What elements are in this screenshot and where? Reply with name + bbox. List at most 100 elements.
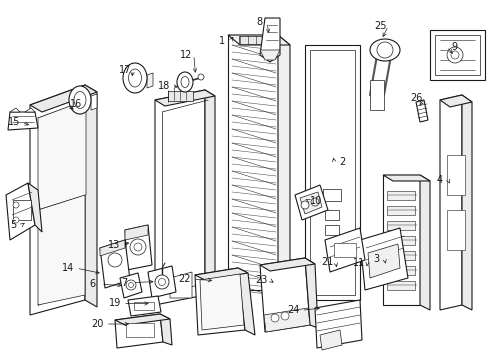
Ellipse shape bbox=[177, 72, 193, 92]
Polygon shape bbox=[278, 35, 289, 300]
Polygon shape bbox=[359, 228, 407, 290]
Text: 18: 18 bbox=[157, 81, 170, 91]
Polygon shape bbox=[125, 225, 148, 240]
Circle shape bbox=[281, 312, 288, 320]
Polygon shape bbox=[25, 108, 35, 112]
Polygon shape bbox=[160, 314, 172, 345]
Polygon shape bbox=[155, 90, 215, 106]
Polygon shape bbox=[227, 35, 289, 45]
Text: 11: 11 bbox=[352, 258, 365, 268]
Circle shape bbox=[108, 253, 122, 267]
Polygon shape bbox=[305, 45, 359, 300]
Polygon shape bbox=[367, 244, 399, 278]
Text: 5: 5 bbox=[11, 220, 17, 230]
Circle shape bbox=[126, 280, 136, 290]
Polygon shape bbox=[319, 330, 341, 350]
Bar bbox=[386, 251, 414, 260]
Bar bbox=[386, 206, 414, 215]
Circle shape bbox=[155, 275, 169, 289]
Polygon shape bbox=[434, 35, 479, 75]
Bar bbox=[239, 36, 266, 44]
Polygon shape bbox=[309, 50, 354, 295]
Polygon shape bbox=[147, 73, 153, 88]
Polygon shape bbox=[8, 112, 38, 130]
Circle shape bbox=[450, 51, 458, 59]
Circle shape bbox=[301, 201, 308, 209]
Text: 13: 13 bbox=[107, 240, 120, 250]
Polygon shape bbox=[382, 175, 429, 181]
Polygon shape bbox=[227, 35, 278, 290]
Bar bbox=[386, 266, 414, 274]
Text: 1: 1 bbox=[219, 36, 225, 46]
Polygon shape bbox=[30, 85, 97, 112]
Text: 25: 25 bbox=[373, 21, 386, 31]
Circle shape bbox=[310, 198, 318, 206]
Bar bbox=[323, 189, 340, 201]
Polygon shape bbox=[85, 85, 97, 307]
Polygon shape bbox=[260, 50, 280, 60]
Polygon shape bbox=[325, 228, 364, 272]
Polygon shape bbox=[128, 296, 161, 316]
Circle shape bbox=[128, 283, 133, 288]
Ellipse shape bbox=[181, 77, 189, 87]
Text: 7: 7 bbox=[122, 278, 127, 288]
Circle shape bbox=[134, 243, 142, 251]
Polygon shape bbox=[170, 272, 192, 298]
Polygon shape bbox=[155, 90, 204, 305]
Polygon shape bbox=[28, 183, 42, 232]
Circle shape bbox=[446, 47, 462, 63]
Text: 26: 26 bbox=[409, 93, 422, 103]
Ellipse shape bbox=[74, 91, 86, 108]
Polygon shape bbox=[115, 314, 170, 325]
Bar bbox=[13, 200, 31, 220]
Polygon shape bbox=[200, 274, 244, 330]
Bar bbox=[134, 302, 154, 310]
Text: 4: 4 bbox=[436, 175, 442, 185]
Text: 12: 12 bbox=[179, 50, 192, 60]
Ellipse shape bbox=[69, 86, 91, 114]
Polygon shape bbox=[260, 258, 314, 271]
Circle shape bbox=[198, 74, 203, 80]
Bar bbox=[126, 323, 154, 337]
Polygon shape bbox=[260, 258, 309, 332]
Polygon shape bbox=[195, 268, 247, 280]
Polygon shape bbox=[6, 183, 35, 240]
Text: 24: 24 bbox=[286, 305, 299, 315]
Bar bbox=[446, 210, 464, 250]
Ellipse shape bbox=[123, 63, 147, 93]
Polygon shape bbox=[30, 85, 85, 315]
Polygon shape bbox=[100, 240, 130, 288]
Bar bbox=[325, 225, 338, 235]
Bar bbox=[386, 280, 414, 289]
Text: 6: 6 bbox=[90, 279, 96, 289]
Polygon shape bbox=[91, 94, 97, 110]
Polygon shape bbox=[10, 108, 20, 112]
Text: 3: 3 bbox=[373, 254, 379, 264]
Ellipse shape bbox=[128, 69, 141, 87]
Polygon shape bbox=[260, 18, 280, 62]
Circle shape bbox=[13, 217, 19, 223]
Text: 22: 22 bbox=[178, 274, 191, 284]
Text: 14: 14 bbox=[62, 263, 75, 273]
Text: 8: 8 bbox=[256, 17, 262, 27]
Text: 10: 10 bbox=[309, 195, 322, 206]
Bar bbox=[386, 220, 414, 230]
Polygon shape bbox=[314, 300, 361, 348]
Text: 9: 9 bbox=[451, 42, 457, 52]
Polygon shape bbox=[115, 314, 163, 348]
Polygon shape bbox=[38, 100, 86, 210]
Polygon shape bbox=[120, 273, 142, 298]
Polygon shape bbox=[419, 175, 429, 310]
Text: 23: 23 bbox=[255, 275, 267, 285]
Polygon shape bbox=[439, 95, 471, 107]
Polygon shape bbox=[294, 185, 327, 220]
Polygon shape bbox=[125, 225, 152, 270]
Bar bbox=[333, 243, 355, 257]
Circle shape bbox=[270, 314, 279, 322]
Bar bbox=[325, 210, 338, 220]
Circle shape bbox=[130, 239, 146, 255]
Text: 21: 21 bbox=[321, 257, 333, 267]
Polygon shape bbox=[204, 90, 215, 300]
Bar bbox=[386, 235, 414, 244]
Text: 16: 16 bbox=[69, 99, 82, 109]
